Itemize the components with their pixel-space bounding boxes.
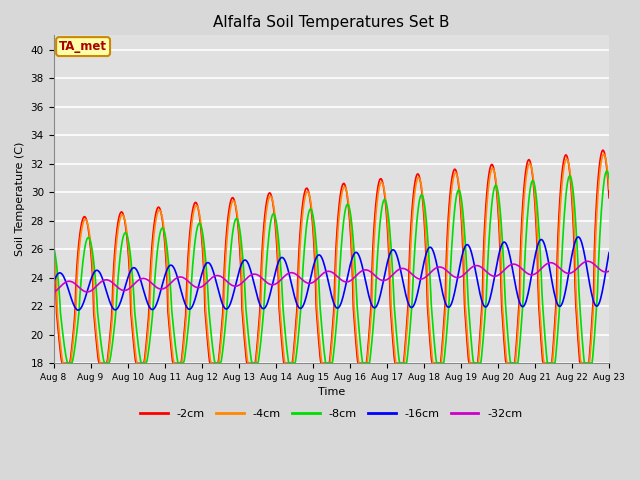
-16cm: [118, 296, 125, 302]
-16cm: [60, 274, 67, 279]
X-axis label: Time: Time: [317, 387, 345, 397]
-32cm: [203, 280, 211, 286]
-8cm: [603, 168, 611, 174]
-2cm: [605, 195, 613, 201]
Y-axis label: Soil Temperature (C): Soil Temperature (C): [15, 142, 25, 256]
-2cm: [599, 147, 607, 153]
-4cm: [400, 360, 408, 366]
-2cm: [416, 175, 424, 181]
Title: Alfalfa Soil Temperatures Set B: Alfalfa Soil Temperatures Set B: [213, 15, 449, 30]
-4cm: [61, 360, 68, 366]
-2cm: [204, 336, 211, 341]
-8cm: [416, 196, 424, 202]
-4cm: [174, 360, 182, 366]
-4cm: [204, 325, 211, 331]
-8cm: [204, 279, 211, 285]
-8cm: [50, 243, 58, 249]
-8cm: [65, 360, 72, 366]
Text: TA_met: TA_met: [59, 40, 107, 53]
-4cm: [600, 151, 607, 157]
-8cm: [118, 243, 125, 249]
-16cm: [400, 282, 408, 288]
-16cm: [50, 280, 58, 286]
Line: -16cm: -16cm: [54, 237, 609, 310]
-2cm: [50, 249, 58, 255]
-2cm: [58, 360, 66, 366]
-8cm: [60, 337, 67, 343]
-32cm: [50, 289, 58, 295]
-4cm: [118, 212, 125, 218]
-2cm: [400, 360, 408, 366]
-2cm: [174, 360, 182, 366]
-32cm: [117, 287, 125, 292]
-32cm: [60, 281, 67, 287]
-8cm: [605, 175, 613, 181]
Line: -4cm: -4cm: [54, 154, 609, 363]
Line: -8cm: -8cm: [54, 171, 609, 363]
-16cm: [204, 260, 211, 265]
-32cm: [605, 268, 613, 274]
-2cm: [118, 209, 125, 215]
-32cm: [173, 275, 181, 281]
-4cm: [605, 186, 613, 192]
-4cm: [416, 176, 424, 182]
-32cm: [399, 265, 406, 271]
-4cm: [50, 243, 58, 249]
Line: -2cm: -2cm: [54, 150, 609, 363]
Legend: -2cm, -4cm, -8cm, -16cm, -32cm: -2cm, -4cm, -8cm, -16cm, -32cm: [136, 404, 527, 423]
-16cm: [416, 280, 424, 286]
Line: -32cm: -32cm: [54, 261, 609, 292]
-16cm: [74, 307, 82, 313]
-32cm: [584, 258, 591, 264]
-2cm: [61, 360, 68, 366]
-16cm: [605, 250, 613, 255]
-16cm: [574, 234, 582, 240]
-8cm: [400, 360, 408, 366]
-4cm: [59, 360, 67, 366]
-16cm: [174, 276, 182, 282]
-8cm: [174, 360, 182, 366]
-32cm: [415, 276, 423, 282]
